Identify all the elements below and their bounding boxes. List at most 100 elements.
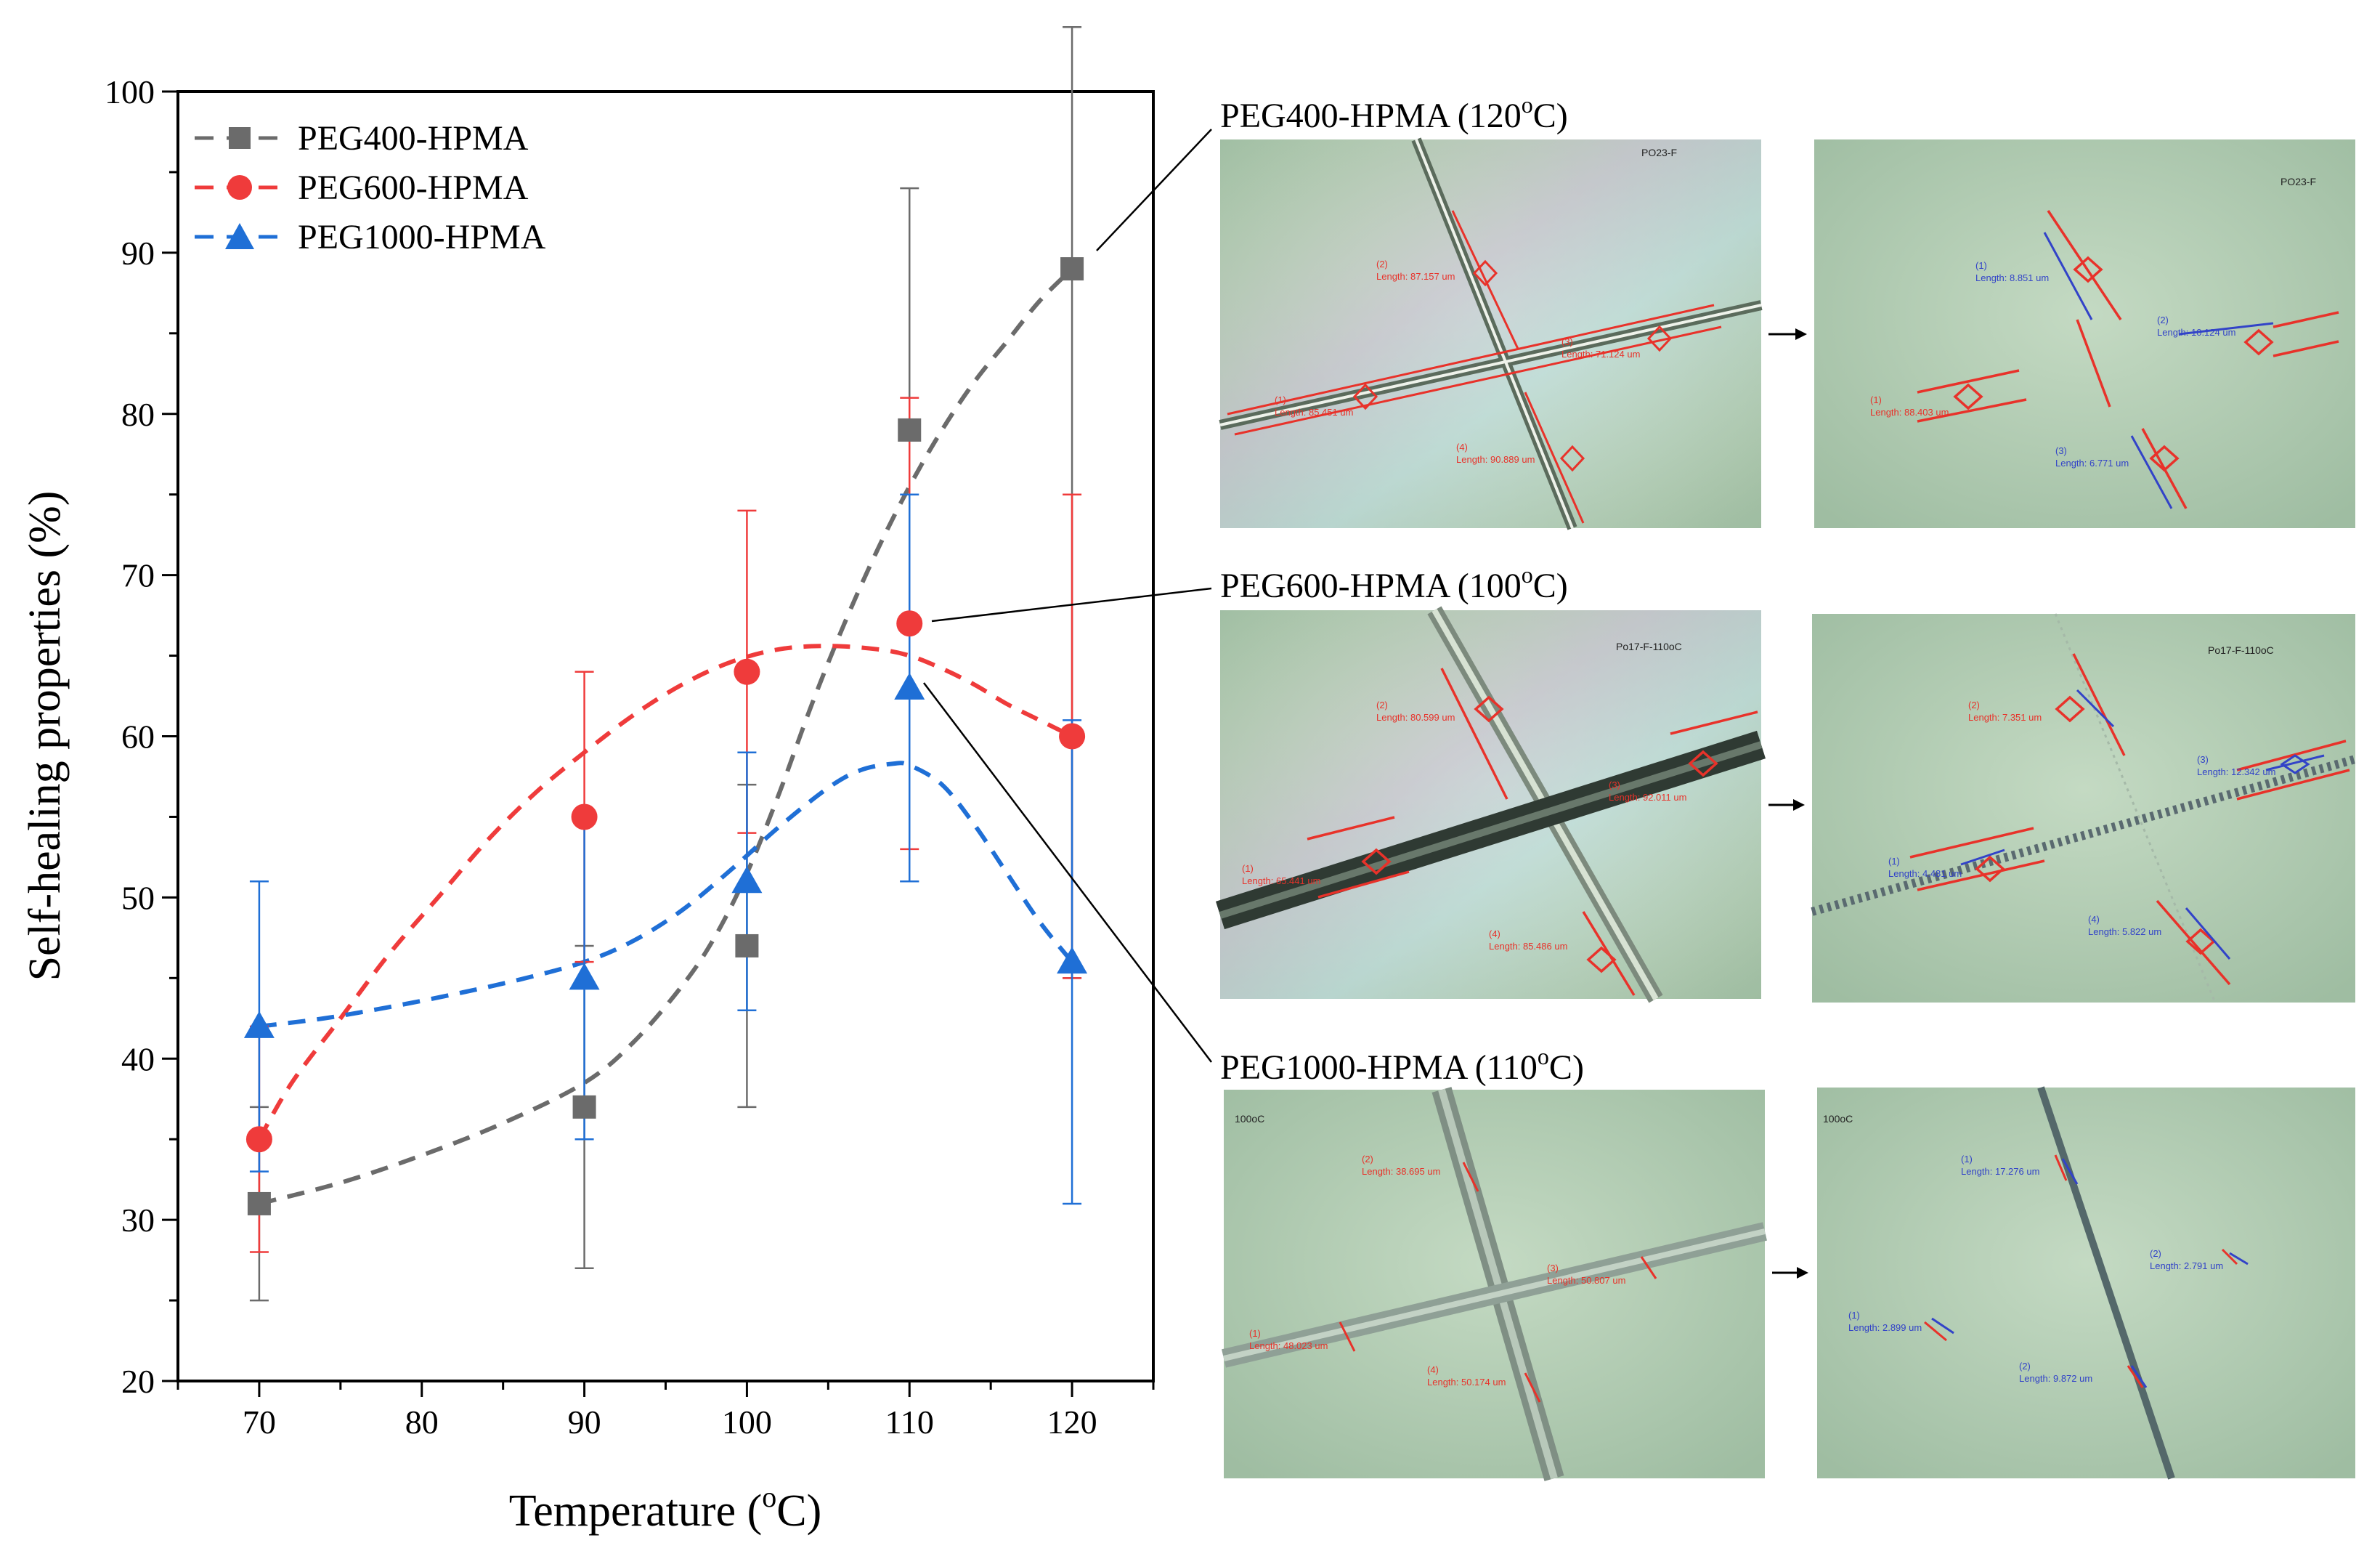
measure-label: Length: 4.481 um (1888, 868, 1962, 879)
arrow-peg400 (1768, 328, 1807, 340)
panel-title-peg1000-text: PEG1000-HPMA (110 (1220, 1048, 1538, 1087)
measure-label: Length: 92.011 um (1609, 792, 1686, 803)
legend-marker-circle (227, 175, 252, 200)
measure-label: Length: 50.807 um (1547, 1275, 1625, 1286)
scratch-vertical-remaining (2037, 1086, 2175, 1480)
panel-title-peg600-sup: o (1522, 562, 1533, 588)
micro-tag-peg400-after: PO23-F (2281, 176, 2316, 187)
measure-label: Length: 17.276 um (1961, 1166, 2039, 1177)
fit-curve-peg1000-hpma (259, 761, 1074, 1029)
y-tick-label: 100 (105, 73, 155, 110)
micrograph-peg600-before: Po17-F-110oC (2) Length: 80.599 um (1) L… (1215, 606, 1766, 1003)
legend-marker-triangle (225, 223, 254, 249)
panel-title-peg400-text: PEG400-HPMA (120 (1220, 97, 1522, 135)
panel-title-peg400-sup: o (1522, 92, 1533, 118)
measure-label: (1) (1275, 394, 1286, 405)
panel-title-peg400-unit: C) (1533, 97, 1568, 135)
legend-marker-square (229, 127, 251, 149)
fit-curve-peg600-hpma (257, 644, 1073, 1141)
measure-label: (4) (1456, 442, 1468, 453)
data-point-square (247, 1191, 271, 1215)
measure-label: Length: 2.791 um (2150, 1260, 2223, 1271)
measure-label: Length: 8.851 um (1975, 272, 2049, 283)
panel-title-peg1000-unit: C) (1549, 1048, 1584, 1087)
data-point-triangle (894, 672, 925, 700)
micro-tag-peg400: PO23-F (1641, 147, 1677, 158)
x-tick-label: 110 (885, 1404, 934, 1441)
data-point-triangle (243, 1011, 275, 1038)
legend-item-peg1000: PEG1000-HPMA (195, 218, 546, 256)
x-axis-label-text: Temperature ( (509, 1486, 763, 1536)
panel-title-peg600-text: PEG600-HPMA (100 (1220, 567, 1522, 605)
micrograph-peg600-after: Po17-F-110oC (2) Length: 7.351 um (1) Le… (1811, 613, 2357, 1003)
measure-label: Length: 90.889 um (1456, 454, 1535, 465)
plot-frame (176, 90, 1155, 1382)
x-tick-labels: 70 80 90 100 110 120 (243, 1404, 1097, 1441)
legend-label-peg1000: PEG1000-HPMA (298, 218, 546, 256)
micro-tag-peg1000-after: 100oC (1823, 1113, 1853, 1125)
measure-label: (4) (1427, 1364, 1439, 1375)
measure-label: Length: 87.157 um (1376, 271, 1455, 282)
panel-title-peg600-unit: C) (1533, 567, 1568, 605)
connector-lines (923, 129, 1212, 1063)
x-axis-label-unit: C) (776, 1486, 821, 1536)
measure-label: (3) (1547, 1263, 1559, 1273)
measure-label: (1) (1961, 1154, 1973, 1165)
arrow-peg1000 (1772, 1267, 1808, 1279)
measure-label: (3) (2197, 754, 2209, 765)
fit-curves (257, 267, 1074, 1206)
y-axis-label: Self-healing properties (%) (20, 491, 70, 981)
connector-peg400 (1096, 129, 1212, 251)
panel-title-peg1000: PEG1000-HPMA (110oC) (1220, 1043, 1584, 1087)
panel-title-peg600: PEG600-HPMA (100oC) (1220, 562, 1568, 605)
measure-label: Length: 6.771 um (2055, 458, 2129, 469)
data-point-square (572, 1095, 596, 1119)
legend-item-peg600: PEG600-HPMA (195, 169, 529, 207)
measure-label: (1) (1249, 1328, 1261, 1339)
panel-title-peg400: PEG400-HPMA (120oC) (1220, 92, 1568, 135)
y-tick-label: 20 (121, 1363, 155, 1400)
data-point-square (898, 418, 922, 442)
legend-item-peg400: PEG400-HPMA (195, 119, 529, 158)
arrow-peg600 (1768, 799, 1805, 811)
measure-label: (2) (1376, 259, 1388, 270)
y-tick-label: 60 (121, 718, 155, 756)
scratch-healed (1811, 755, 2357, 916)
x-tick-label: 70 (243, 1404, 276, 1441)
data-point-circle (896, 610, 923, 637)
measure-label: Length: 50.174 um (1427, 1377, 1506, 1388)
measure-label: (2) (1968, 700, 1980, 710)
legend-label-peg400: PEG400-HPMA (298, 119, 529, 158)
y-tick-label: 80 (121, 396, 155, 433)
measure-label: (2) (2157, 315, 2169, 325)
measure-label: (3) (1561, 336, 1573, 347)
measure-label: Length: 80.599 um (1376, 712, 1455, 723)
x-tick-label: 80 (405, 1404, 439, 1441)
connector-peg1000 (923, 682, 1212, 1063)
x-tick-label: 120 (1047, 1404, 1097, 1441)
micrograph-peg1000-after: 100oC (1) Length: 17.276 um (2) Length: … (1817, 1086, 2355, 1480)
measure-label: (1) (1870, 394, 1882, 405)
fit-curve-peg400-hpma (259, 267, 1074, 1206)
measure-label: (4) (1489, 928, 1500, 939)
data-point-circle (734, 658, 760, 685)
data-point-circle (245, 1126, 272, 1153)
micrograph-peg1000-before: 100oC (2) Length: 38.695 um (3) Length: … (1222, 1087, 1767, 1481)
x-tick-label: 100 (722, 1404, 772, 1441)
data-point-triangle (1057, 947, 1088, 974)
data-point-square (1060, 257, 1084, 281)
legend-label-peg600: PEG600-HPMA (298, 169, 529, 207)
measure-label: Length: 65.441 um (1242, 875, 1320, 886)
data-point-triangle (569, 963, 600, 990)
y-tick-label: 70 (121, 557, 155, 594)
x-axis-label: Temperature (oC) (509, 1481, 822, 1536)
micrograph-peg400-before: PO23-F (2) Length: 87.157 um (1) Length:… (1219, 137, 1763, 530)
measure-label: Length: 12.342 um (2197, 766, 2275, 777)
measure-label: (2) (1362, 1154, 1373, 1165)
measure-label: Length: 85.486 um (1489, 941, 1567, 952)
measure-label: Length: 88.403 um (1870, 407, 1949, 418)
micro-tag-peg600: Po17-F-110oC (1616, 641, 1682, 652)
data-point-square (735, 934, 759, 957)
measure-label: Length: 7.351 um (1968, 712, 2042, 723)
